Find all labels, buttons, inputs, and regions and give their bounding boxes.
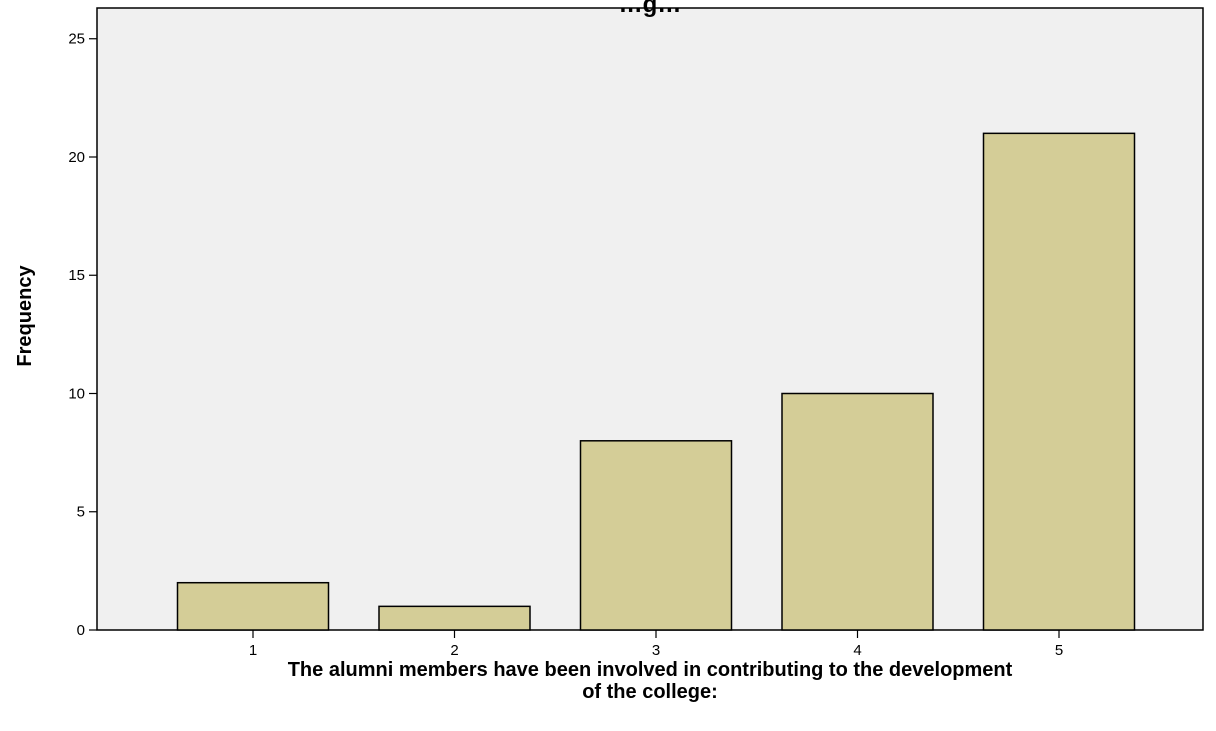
y-tick-label: 0 [77,622,85,639]
x-tick-label: 1 [249,642,257,659]
y-axis-title: Frequency [14,265,36,367]
bar-1 [176,581,330,631]
x-tick-label: 3 [652,642,660,659]
bar-2 [378,605,531,631]
bar-4 [781,392,934,631]
y-tick-label: 5 [77,504,85,521]
bar-3 [579,440,733,631]
chart-title: …g… [619,0,682,18]
bar-5 [982,132,1136,631]
bars [176,132,1136,631]
x-tick-label: 4 [853,642,861,659]
y-tick-label: 10 [68,385,85,402]
y-axis: 0 5 10 15 20 25 [68,31,97,639]
y-tick-label: 20 [68,149,85,166]
y-tick-label: 15 [68,267,85,284]
x-axis-title-line-1: The alumni members have been involved in… [288,659,1013,681]
x-tick-label: 5 [1055,642,1063,659]
y-tick-label: 25 [68,31,85,48]
x-axis-title-line-2: of the college: [582,681,718,703]
x-tick-label: 2 [450,642,458,659]
x-axis: 1 2 3 4 5 [249,630,1063,659]
